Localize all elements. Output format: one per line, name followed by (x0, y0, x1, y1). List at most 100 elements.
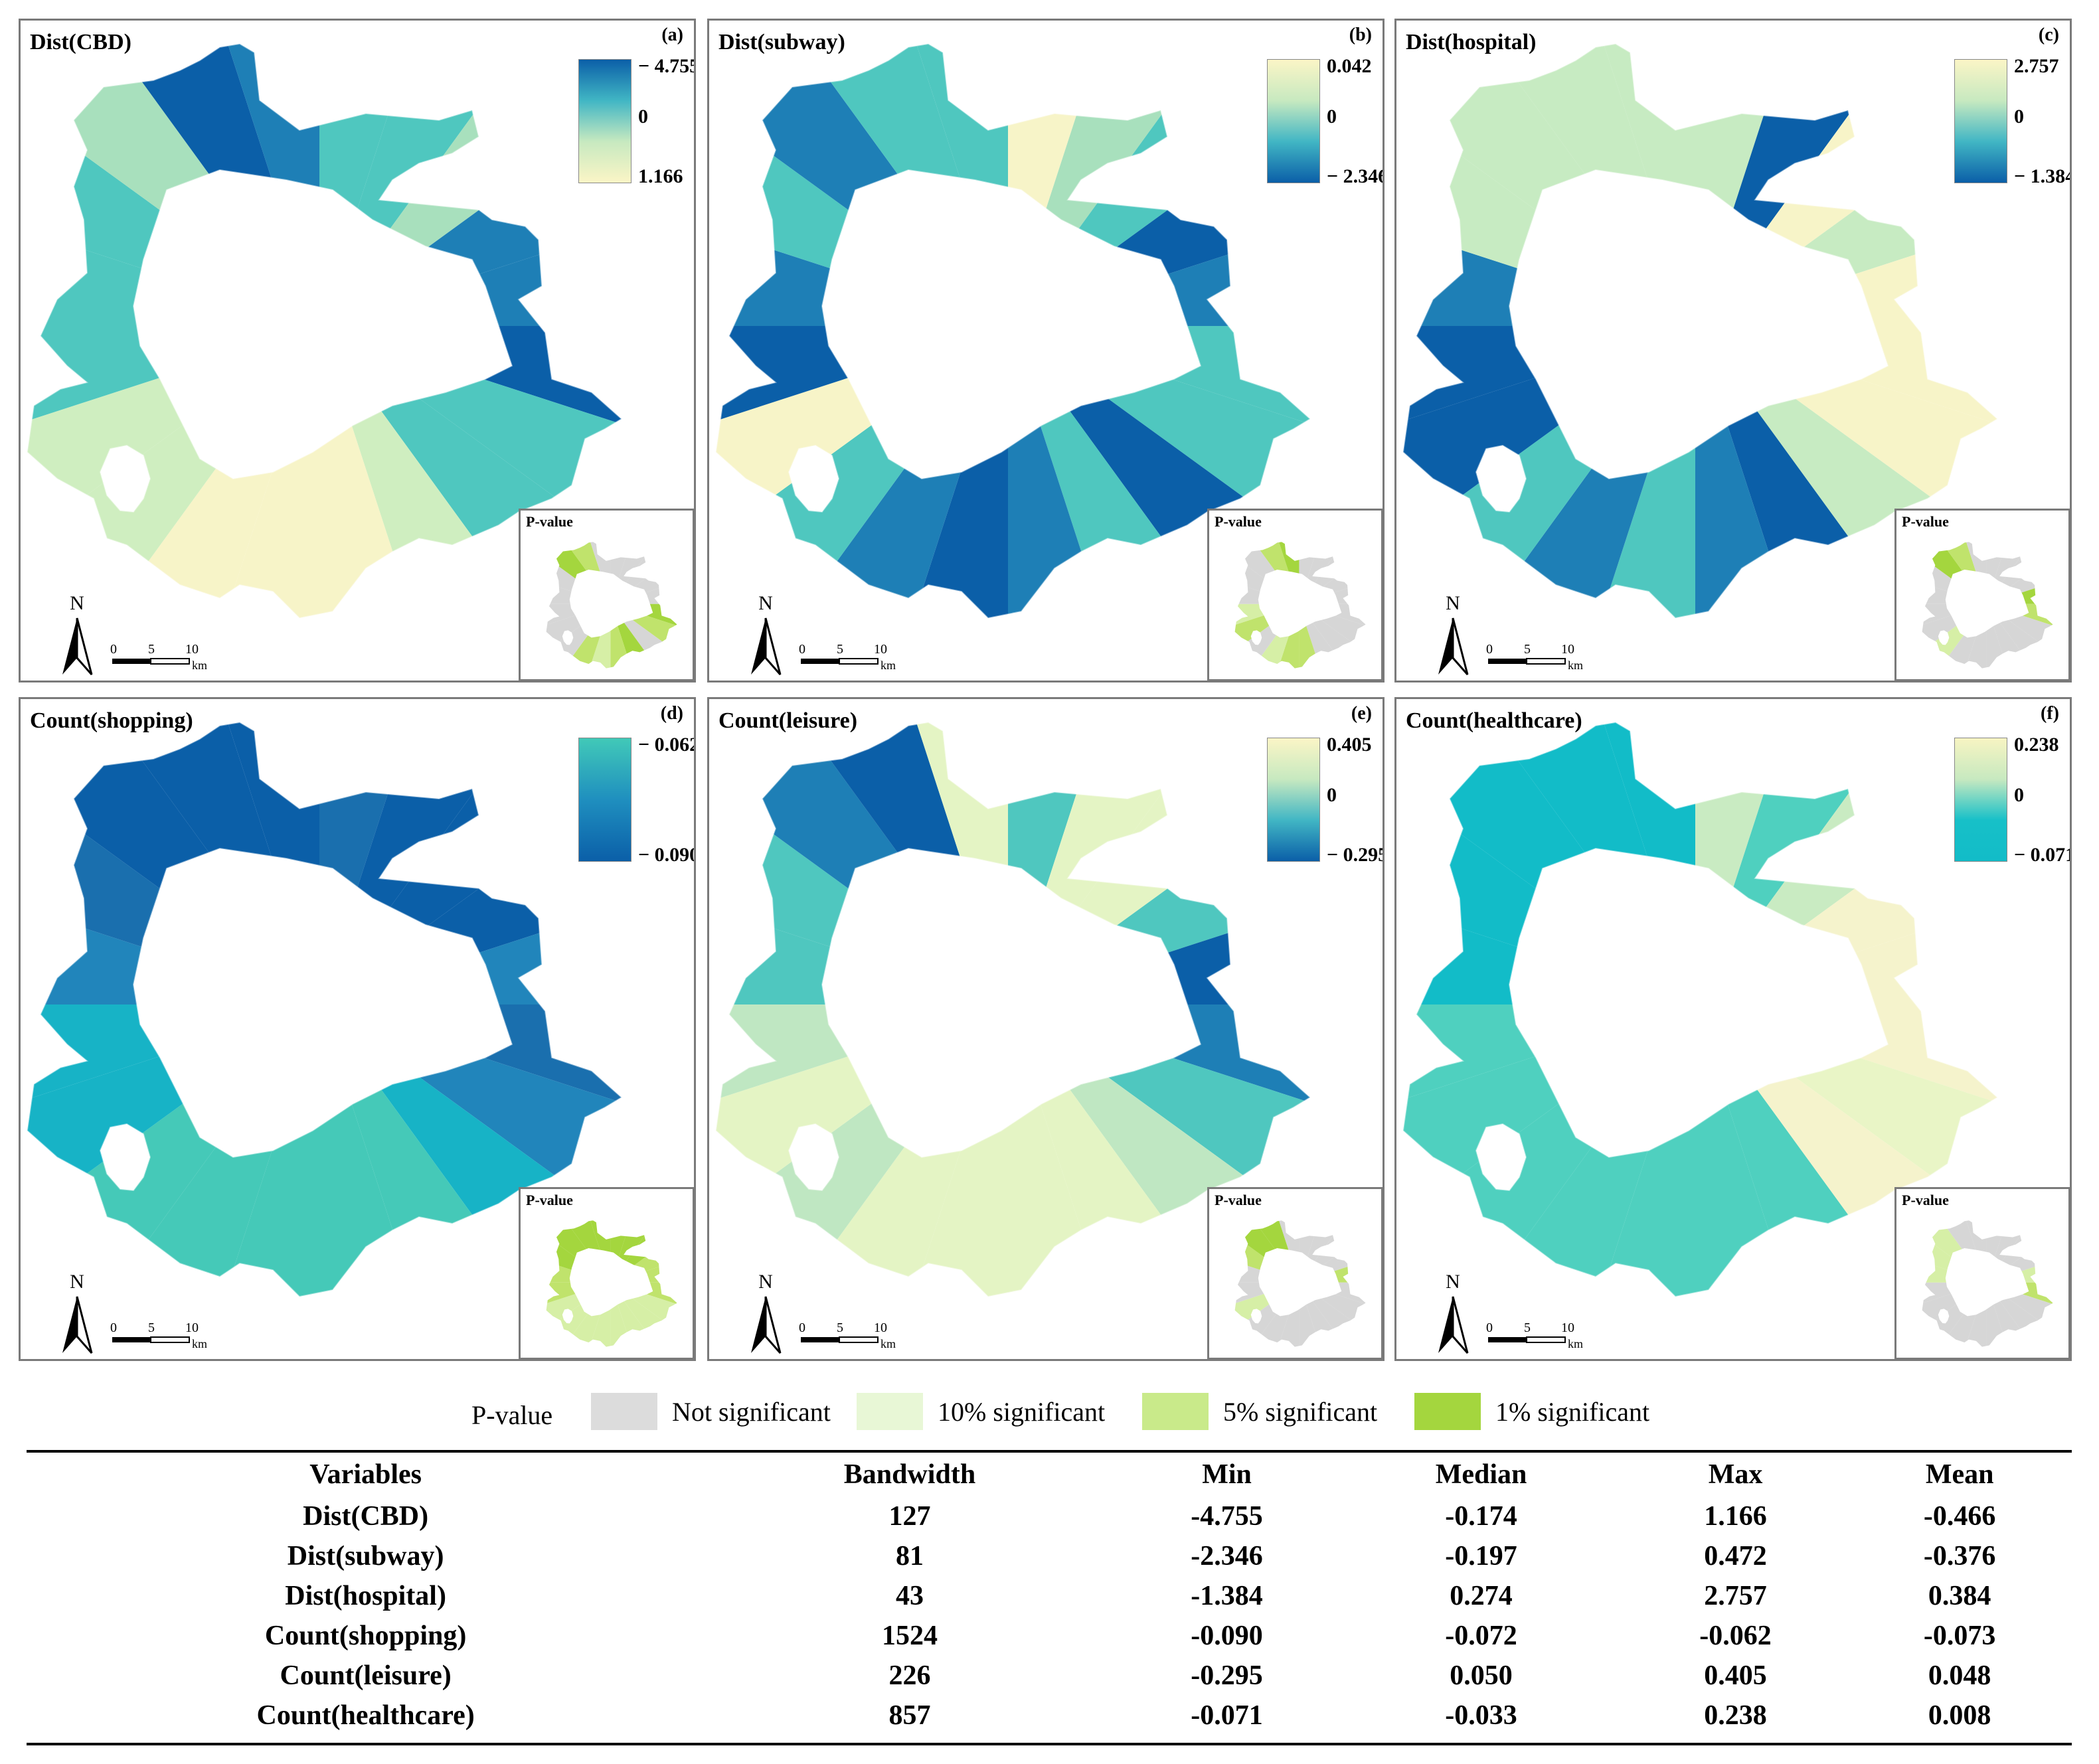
table-row: Dist(CBD) 127 -4.755 -0.174 1.166 -0.466 (27, 1496, 2072, 1536)
header-median: Median (1435, 1459, 1527, 1490)
inset-region (570, 1282, 611, 1347)
north-label: N (70, 592, 84, 614)
legend-min-label: − 0.295 (1327, 844, 1385, 866)
cell-median: 0.274 (1450, 1581, 1513, 1611)
svg-text:10: 10 (1561, 1321, 1574, 1335)
inset-region (1946, 542, 1987, 604)
region-f-0 (1695, 722, 1880, 1004)
region-a-9 (319, 326, 504, 618)
results-table: Variables Bandwidth Min Median Max Mean … (27, 1453, 2072, 1735)
map-f (1402, 721, 1999, 1298)
map-panel-d: Count(shopping) (d) − 0.062 − 0.090 N 0 5 10 km P… (19, 697, 696, 1361)
ring-outline-d (26, 721, 623, 1298)
legend-max-label: 0.405 (1327, 734, 1372, 756)
svg-text:0: 0 (799, 1321, 805, 1335)
inset-region (1299, 1282, 1340, 1347)
scale-bar: 0 5 10 km (110, 642, 207, 672)
region-c-9 (1695, 326, 1880, 618)
legend-max-label: 2.757 (2014, 55, 2059, 77)
cell-bandwidth: 226 (888, 1660, 931, 1691)
header-bandwidth: Bandwidth (843, 1459, 976, 1490)
legend-mid-label: 0 (1327, 784, 1337, 806)
cell-max: 0.472 (1704, 1541, 1767, 1571)
cell-bandwidth: 43 (895, 1581, 924, 1611)
map-panel-e: Count(leisure) (e) 0.405 0 − 0.295 N 0 5 10 km P-v… (707, 697, 1385, 1361)
inset-map (1922, 542, 2053, 669)
map-panel-f: Count(healthcare) (f) 0.238 0 − 0.071 N 0 5 10 km… (1394, 697, 2072, 1361)
header-variables: Variables (309, 1459, 422, 1490)
cell-max: 2.757 (1704, 1581, 1767, 1611)
svg-text:5: 5 (148, 642, 155, 657)
cell-mean: -0.376 (1923, 1541, 1996, 1571)
panel-letter: (f) (2041, 703, 2059, 724)
svg-text:10: 10 (874, 642, 887, 657)
inset-map (546, 542, 677, 669)
svg-text:0: 0 (110, 1321, 117, 1335)
region-a-10 (135, 326, 319, 618)
svg-text:5: 5 (1524, 1321, 1531, 1335)
cell-min: -4.755 (1191, 1501, 1263, 1532)
cell-max: 1.166 (1704, 1501, 1767, 1532)
svg-text:km: km (1568, 1337, 1583, 1350)
legend-min-label: − 2.346 (1327, 165, 1385, 187)
color-ramp-legend (1267, 59, 1320, 183)
cell-max: 0.238 (1704, 1700, 1767, 1731)
north-arrow-icon: N (751, 1271, 782, 1354)
panel-title: Count(shopping) (30, 708, 193, 733)
cell-variable: Dist(hospital) (285, 1581, 446, 1611)
svg-text:10: 10 (874, 1321, 887, 1335)
inset-region (1986, 1220, 2027, 1283)
region-b-0 (1008, 44, 1193, 326)
svg-text:km: km (881, 659, 896, 672)
legend-max-label: 0.238 (2014, 734, 2059, 756)
cell-min: -2.346 (1191, 1541, 1263, 1571)
table-row: Count(shopping) 1524 -0.090 -0.072 -0.062 -0.… (27, 1616, 2072, 1656)
ring-outline-f (1402, 721, 1999, 1298)
region-d-10 (135, 1004, 319, 1297)
svg-text:km: km (1568, 659, 1583, 672)
scale-bar: 0 5 10 km (799, 1321, 896, 1350)
legend-label-1pct: 1% significant (1495, 1396, 1650, 1427)
region-f-10 (1511, 1004, 1695, 1297)
inset-region (1986, 542, 2027, 604)
cell-median: -0.197 (1445, 1541, 1517, 1571)
region-e-10 (823, 1004, 1008, 1297)
inset-region (610, 1220, 651, 1283)
color-ramp-legend (1954, 738, 2007, 862)
region-c-0 (1695, 44, 1880, 326)
svg-text:km: km (192, 659, 207, 672)
scale-bar: 0 5 10 km (110, 1321, 207, 1350)
cell-min: -0.090 (1191, 1621, 1263, 1651)
pvalue-inset-b: P-value (1207, 509, 1383, 681)
table-row: Dist(hospital) 43 -1.384 0.274 2.757 0.384 (27, 1576, 2072, 1616)
inset-region (1986, 1282, 2027, 1347)
svg-text:5: 5 (1524, 642, 1531, 657)
scale-bar: 0 5 10 km (1486, 1321, 1583, 1350)
panel-title: Dist(CBD) (30, 30, 131, 54)
inset-region (1299, 1220, 1340, 1283)
svg-text:5: 5 (837, 1321, 843, 1335)
region-a-0 (319, 44, 504, 326)
cell-mean: 0.048 (1928, 1660, 1991, 1691)
svg-text:0: 0 (799, 642, 805, 657)
cell-max: 0.405 (1704, 1660, 1767, 1691)
legend-max-label: − 4.755 (638, 55, 696, 77)
region-d-19 (135, 722, 319, 1004)
inset-title: P-value (1902, 1192, 1949, 1208)
inset-region (1986, 603, 2027, 669)
cell-max: -0.062 (1699, 1621, 1772, 1651)
inset-title: P-value (1215, 513, 1262, 530)
inset-title: P-value (526, 513, 573, 530)
svg-text:10: 10 (185, 642, 199, 657)
region-b-9 (1008, 326, 1193, 618)
region-b-19 (823, 44, 1008, 326)
panel-title: Dist(subway) (718, 30, 845, 54)
cell-median: 0.050 (1450, 1660, 1513, 1691)
inset-map (1234, 542, 1366, 669)
inset-map (1922, 1220, 2053, 1347)
legend-min-label: 1.166 (638, 165, 683, 187)
cell-median: -0.072 (1445, 1621, 1517, 1651)
cell-min: -0.295 (1191, 1660, 1263, 1691)
cell-min: -1.384 (1191, 1581, 1263, 1611)
pvalue-inset-e: P-value (1207, 1187, 1383, 1359)
